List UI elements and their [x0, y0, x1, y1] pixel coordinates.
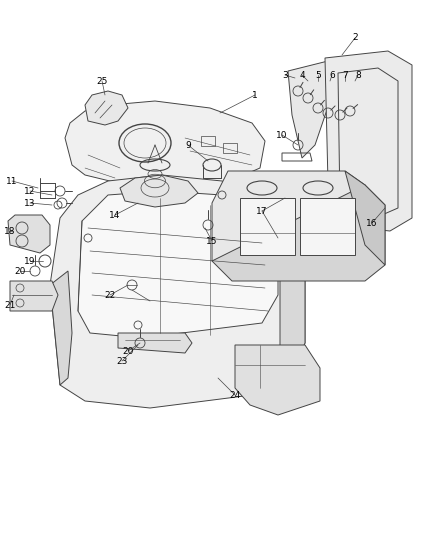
- Text: 25: 25: [96, 77, 108, 85]
- Polygon shape: [212, 185, 385, 281]
- Text: 6: 6: [329, 70, 335, 79]
- Text: 24: 24: [230, 391, 240, 400]
- Text: 20: 20: [122, 346, 134, 356]
- Text: 23: 23: [117, 357, 128, 366]
- Polygon shape: [280, 228, 305, 373]
- Text: 12: 12: [25, 187, 35, 196]
- Text: 8: 8: [355, 70, 361, 79]
- Text: 16: 16: [366, 219, 378, 228]
- Text: 10: 10: [276, 131, 288, 140]
- Text: 15: 15: [206, 237, 218, 246]
- Bar: [201, 136, 215, 146]
- Polygon shape: [10, 281, 58, 311]
- Text: 3: 3: [282, 70, 288, 79]
- Text: 1: 1: [252, 91, 258, 100]
- Polygon shape: [345, 171, 385, 265]
- Text: 18: 18: [4, 227, 16, 236]
- Text: 2: 2: [352, 34, 358, 43]
- Bar: [223, 143, 237, 153]
- Polygon shape: [78, 191, 278, 338]
- Polygon shape: [118, 333, 192, 353]
- Polygon shape: [325, 51, 412, 231]
- Text: 13: 13: [24, 198, 36, 207]
- Text: 11: 11: [6, 176, 18, 185]
- Text: 22: 22: [104, 290, 116, 300]
- Text: 7: 7: [342, 70, 348, 79]
- Text: 9: 9: [185, 141, 191, 149]
- Text: 20: 20: [14, 266, 26, 276]
- Text: 5: 5: [315, 70, 321, 79]
- Polygon shape: [65, 101, 265, 185]
- Polygon shape: [50, 175, 305, 408]
- Text: 14: 14: [110, 211, 121, 220]
- Text: 17: 17: [256, 206, 268, 215]
- Polygon shape: [8, 215, 50, 253]
- Text: 4: 4: [299, 70, 305, 79]
- Polygon shape: [300, 198, 355, 255]
- Polygon shape: [120, 175, 198, 207]
- Text: 19: 19: [24, 256, 36, 265]
- Polygon shape: [240, 198, 295, 255]
- Polygon shape: [85, 91, 128, 125]
- Polygon shape: [212, 171, 365, 261]
- Polygon shape: [50, 271, 72, 385]
- Polygon shape: [288, 61, 332, 158]
- Text: 21: 21: [4, 301, 16, 310]
- Polygon shape: [235, 345, 320, 415]
